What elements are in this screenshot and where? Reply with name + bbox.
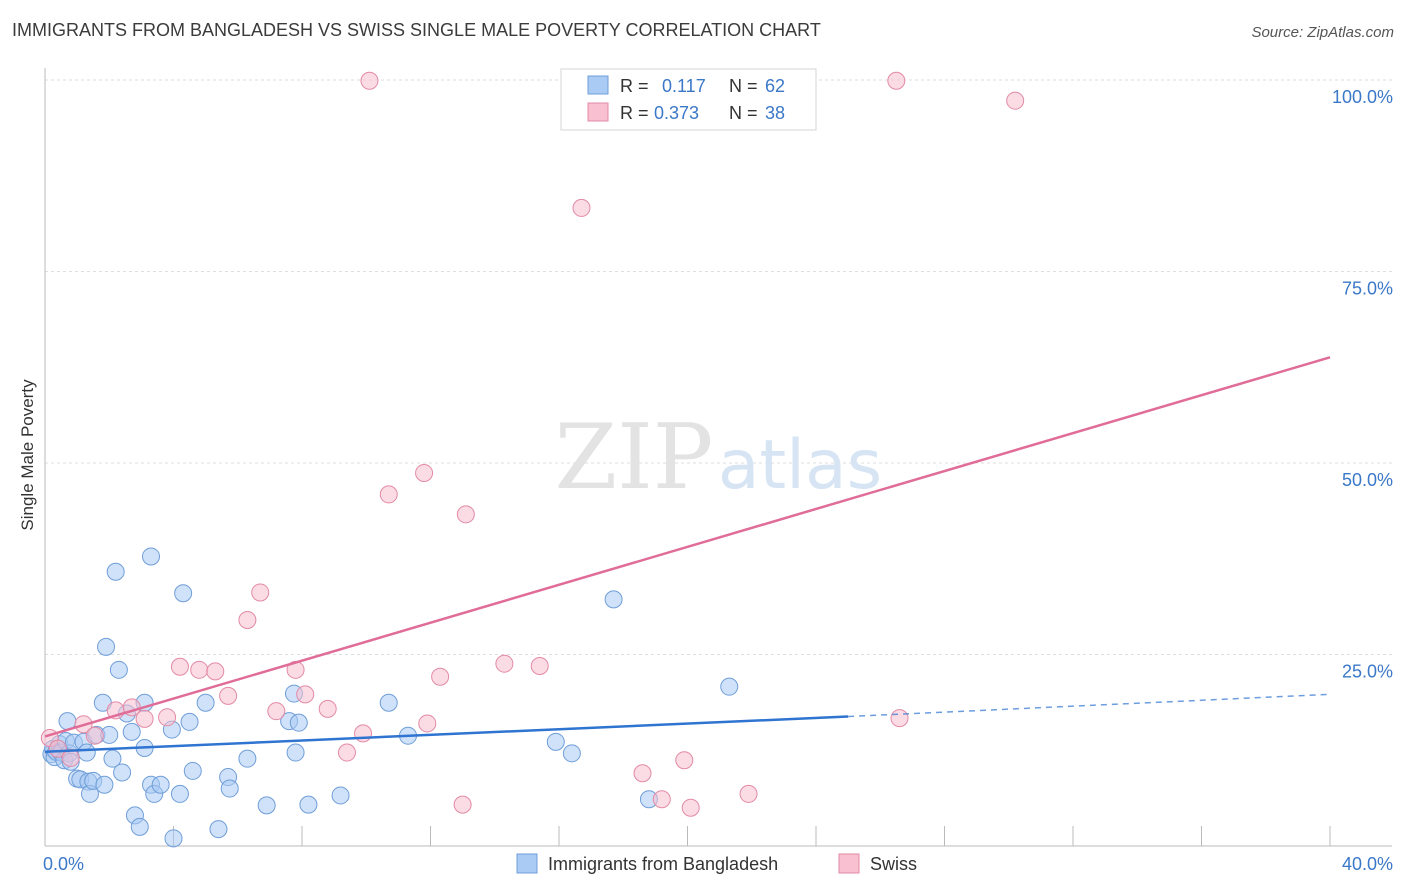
trend-line-swiss (44, 356, 1331, 738)
point-bangladesh (183, 761, 202, 780)
point-swiss (318, 699, 337, 718)
y-tick-label: 100.0% (1332, 87, 1393, 107)
point-swiss (354, 724, 373, 743)
point-bangladesh (299, 795, 318, 814)
point-swiss (456, 505, 475, 524)
point-bangladesh (604, 590, 623, 609)
watermark-atlas: atlas (718, 426, 882, 505)
point-swiss (206, 662, 225, 681)
point-swiss (1006, 91, 1025, 110)
trend-lines (44, 356, 1331, 754)
point-swiss (337, 743, 356, 762)
stats-r-value-pink: 0.373 (654, 103, 699, 123)
point-swiss (360, 71, 379, 90)
point-swiss (572, 198, 591, 217)
point-swiss (190, 660, 209, 679)
point-bangladesh (180, 712, 199, 731)
point-swiss (415, 463, 434, 482)
point-swiss (495, 654, 514, 673)
trend-line-bangladesh (44, 715, 849, 754)
point-swiss (530, 656, 549, 675)
point-swiss (85, 726, 104, 745)
point-bangladesh (103, 749, 122, 768)
gridlines (45, 79, 1392, 655)
point-bangladesh (562, 744, 581, 763)
stats-swatch-pink (587, 102, 609, 122)
point-swiss (170, 657, 189, 676)
y-tick-label: 25.0% (1342, 662, 1393, 682)
point-bangladesh (289, 713, 308, 732)
stats-n-label-pink: N = (729, 103, 758, 123)
point-bangladesh (170, 784, 189, 803)
point-bangladesh (113, 763, 132, 782)
series-legend: Immigrants from Bangladesh Swiss (516, 853, 917, 874)
stats-n-value-pink: 38 (765, 103, 785, 123)
point-swiss (431, 667, 450, 686)
point-swiss (48, 739, 67, 758)
point-bangladesh (109, 660, 128, 679)
point-swiss (251, 583, 270, 602)
point-swiss (739, 784, 758, 803)
axes (44, 68, 1392, 847)
point-bangladesh (196, 693, 215, 712)
point-bangladesh (546, 732, 565, 751)
point-bangladesh (142, 547, 161, 566)
stats-r-value-blue: 0.117 (662, 76, 706, 96)
stats-swatch-blue (587, 75, 609, 95)
point-swiss (267, 702, 286, 721)
chart-title: IMMIGRANTS FROM BANGLADESH VS SWISS SING… (12, 20, 821, 40)
stats-r-label-pink: R = (620, 103, 649, 123)
tick-labels: 25.0% 50.0% 75.0% 100.0% 0.0% 40.0% (43, 87, 1393, 874)
point-bangladesh (95, 775, 114, 794)
stats-n-label-blue: N = (729, 76, 758, 96)
point-swiss (887, 71, 906, 90)
point-bangladesh (209, 820, 228, 839)
point-bangladesh (174, 584, 193, 603)
point-swiss (652, 790, 671, 809)
trend-line-bangladesh-extension (848, 693, 1331, 718)
stats-r-label-blue: R = (620, 76, 649, 96)
legend-label-bangladesh: Immigrants from Bangladesh (548, 854, 778, 874)
point-bangladesh (151, 775, 170, 794)
point-bangladesh (220, 779, 239, 798)
point-bangladesh (331, 786, 350, 805)
point-bangladesh (106, 562, 125, 581)
point-swiss (158, 708, 177, 727)
point-swiss (135, 709, 154, 728)
legend-swatch-bangladesh (516, 853, 538, 874)
point-bangladesh (122, 722, 141, 741)
stats-legend: R = 0.117 N = 62 R = 0.373 N = 38 (560, 68, 817, 131)
point-bangladesh (257, 796, 276, 815)
point-swiss (890, 709, 909, 728)
point-swiss (238, 611, 257, 630)
point-swiss (453, 795, 472, 814)
watermark: ZIP atlas (555, 405, 882, 510)
point-bangladesh (379, 693, 398, 712)
point-swiss (633, 764, 652, 783)
point-bangladesh (77, 743, 96, 762)
y-tick-label: 75.0% (1342, 279, 1393, 299)
point-swiss (379, 485, 398, 504)
point-swiss (418, 714, 437, 733)
point-swiss (675, 751, 694, 770)
data-points (40, 71, 1025, 848)
point-swiss (681, 798, 700, 817)
legend-swatch-swiss (838, 853, 860, 874)
chart-source: Source: ZipAtlas.com (1251, 24, 1394, 41)
point-bangladesh (164, 829, 183, 848)
point-bangladesh (286, 743, 305, 762)
legend-label-swiss: Swiss (870, 854, 917, 874)
stats-n-value-blue: 62 (765, 76, 785, 96)
point-bangladesh (720, 677, 739, 696)
point-swiss (219, 686, 238, 705)
point-bangladesh (238, 749, 257, 768)
watermark-zip: ZIP (555, 405, 714, 510)
y-tick-label: 50.0% (1342, 470, 1393, 490)
x-tick-label: 0.0% (43, 854, 84, 874)
point-bangladesh (97, 637, 116, 656)
point-swiss (296, 685, 315, 704)
point-bangladesh (130, 817, 149, 836)
x-tick-label: 40.0% (1342, 854, 1393, 874)
